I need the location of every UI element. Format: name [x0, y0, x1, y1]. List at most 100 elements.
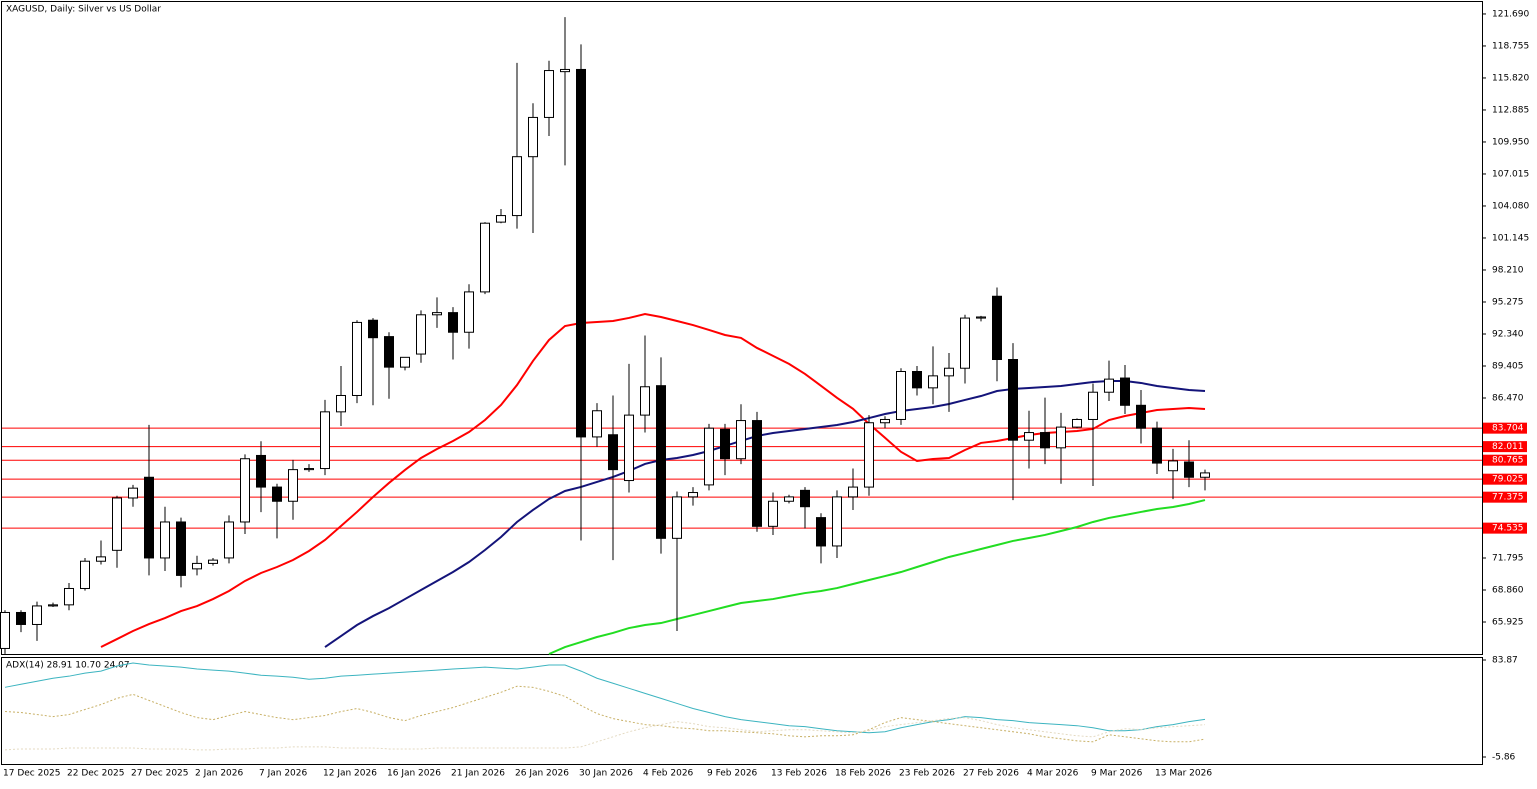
y-tick-label: 112.885	[1492, 105, 1529, 115]
indicator-panel	[1, 657, 1483, 765]
x-tick-label: 23 Feb 2026	[899, 769, 955, 779]
indicator-line	[4, 662, 1206, 734]
candle-body	[768, 500, 778, 527]
level-label: 83.704	[1492, 424, 1524, 434]
candle-body	[608, 434, 618, 471]
moving-average	[548, 499, 1206, 655]
indicator-title: ADX(14) 28.91 10.70 24.07	[6, 661, 130, 671]
candle-body	[272, 486, 282, 502]
candle-body	[912, 370, 922, 389]
x-tick-label: 18 Feb 2026	[835, 769, 891, 779]
candle-body	[256, 454, 266, 488]
indicator-line	[4, 717, 1206, 751]
candle-body	[496, 215, 506, 223]
candle-body	[688, 492, 698, 498]
candle-body	[1184, 461, 1194, 478]
candle-body	[336, 394, 346, 413]
x-tick-label: 7 Jan 2026	[259, 769, 307, 779]
candle-body	[1024, 432, 1034, 441]
level-label: 77.375	[1492, 493, 1524, 503]
candle-body	[1168, 460, 1178, 472]
candle-body	[480, 222, 490, 293]
candle-body	[960, 317, 970, 369]
y-tick-label: 71.795	[1492, 554, 1524, 564]
x-tick-label: 9 Mar 2026	[1091, 769, 1143, 779]
candle-body	[1072, 418, 1082, 428]
candle-body	[416, 314, 426, 355]
y-tick-label: 98.210	[1492, 265, 1524, 275]
x-tick-label: 22 Dec 2025	[67, 769, 125, 779]
candle-body	[1008, 359, 1018, 441]
x-tick-label: 2 Jan 2026	[195, 769, 243, 779]
candle-body	[896, 370, 906, 420]
candle-body	[176, 521, 186, 576]
candle-body	[128, 487, 138, 499]
candle-body	[160, 521, 170, 559]
candle-body	[48, 604, 58, 607]
candle-body	[880, 418, 890, 424]
candle-body	[304, 468, 314, 471]
y-tick-label: 68.860	[1492, 586, 1524, 596]
candle-body	[464, 291, 474, 333]
y-tick-label: 118.755	[1492, 41, 1529, 51]
candle-body	[1152, 427, 1162, 464]
candle-body	[16, 611, 26, 625]
level-label: 79.025	[1492, 475, 1524, 485]
candle-body	[704, 427, 714, 486]
candle-body	[384, 336, 394, 368]
candle-body	[0, 611, 10, 649]
candle-body	[1200, 472, 1210, 478]
candle-body	[832, 496, 842, 547]
level-label-bg	[1483, 441, 1527, 453]
candle-body	[64, 587, 74, 606]
candle-body	[720, 428, 730, 460]
level-label: 80.765	[1492, 456, 1524, 466]
chart-title: XAGUSD, Daily: Silver vs US Dollar	[6, 5, 161, 15]
candle-body	[800, 489, 810, 508]
candle-body	[640, 386, 650, 416]
level-label: 74.535	[1492, 524, 1524, 534]
candle-body	[208, 559, 218, 564]
x-tick-label: 4 Feb 2026	[643, 769, 694, 779]
candle-body	[432, 312, 442, 316]
candle-body	[624, 414, 634, 482]
candle-body	[1104, 378, 1114, 393]
candle-body	[32, 605, 42, 625]
candle-body	[1120, 377, 1130, 406]
y-tick-label: 86.470	[1492, 393, 1524, 403]
candle-body	[944, 367, 954, 377]
level-label: 82.011	[1492, 442, 1524, 452]
y-tick-label: 83.87	[1492, 656, 1518, 666]
candle-body	[864, 422, 874, 488]
candle-body	[656, 385, 666, 539]
candle-body	[928, 375, 938, 389]
candle-body	[1040, 432, 1050, 449]
x-tick-label: 17 Dec 2025	[3, 769, 61, 779]
y-tick-label: 101.145	[1492, 233, 1529, 243]
main-panel	[1, 1, 1483, 655]
candle-body	[544, 70, 554, 118]
y-tick-label: 104.080	[1492, 201, 1529, 211]
x-tick-label: 13 Feb 2026	[771, 769, 827, 779]
candle-body	[448, 312, 458, 333]
y-tick-label: 95.275	[1492, 297, 1524, 307]
candle-body	[992, 295, 1002, 361]
level-label-bg	[1483, 522, 1527, 534]
candle-body	[368, 319, 378, 339]
x-tick-label: 27 Dec 2025	[131, 769, 189, 779]
x-tick-label: 13 Mar 2026	[1155, 769, 1212, 779]
level-label-bg	[1483, 491, 1527, 503]
candle-body	[224, 521, 234, 559]
candle-body	[112, 497, 122, 551]
candle-body	[752, 420, 762, 527]
candle-body	[816, 517, 826, 547]
x-tick-label: 4 Mar 2026	[1027, 769, 1079, 779]
candle-body	[80, 560, 90, 589]
candle-body	[592, 410, 602, 438]
candle-body	[576, 68, 586, 438]
candle-body	[288, 469, 298, 502]
y-tick-label: 89.405	[1492, 361, 1524, 371]
candle-body	[528, 116, 538, 158]
